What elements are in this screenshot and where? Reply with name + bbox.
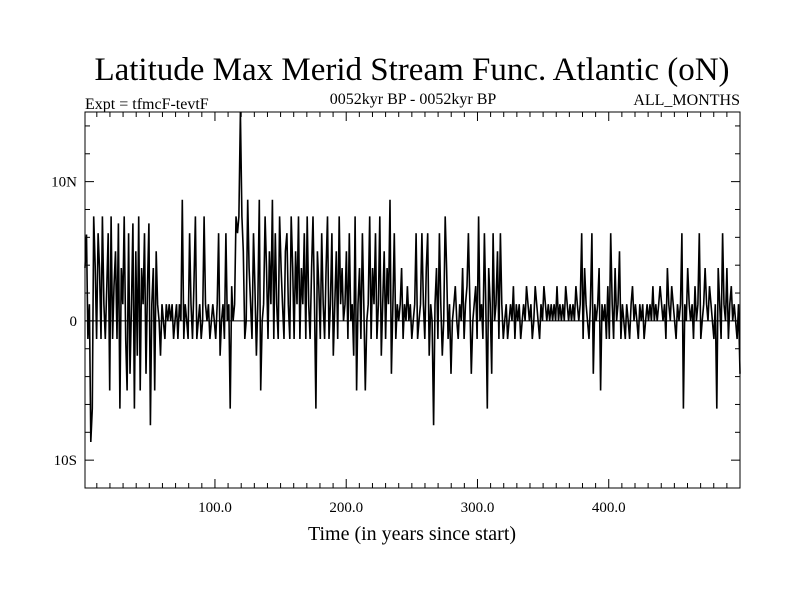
chart-title: Latitude Max Merid Stream Func. Atlantic… (94, 52, 729, 88)
x-tick-label: 200.0 (329, 500, 363, 516)
y-tick-label: 0 (70, 314, 78, 330)
x-tick-label: 300.0 (461, 500, 495, 516)
x-tick-label: 400.0 (592, 500, 626, 516)
y-tick-label: 10S (54, 453, 77, 469)
series-line (84, 111, 741, 443)
plot-area-frame (84, 111, 741, 489)
x-axis-label: Time (in years since start) (308, 523, 516, 545)
axis-ticks (85, 112, 740, 488)
y-tick-label: 10N (51, 175, 77, 191)
months-label: ALL_MONTHS (633, 92, 740, 109)
experiment-label: Expt = tfmcF-tevtF (85, 96, 209, 113)
time-range-label: 0052kyr BP - 0052kyr BP (330, 91, 497, 108)
axis-tick-labels: 100.0 200.0 300.0 400.0 10S 0 10N (51, 175, 625, 516)
x-tick-label: 100.0 (198, 500, 232, 516)
